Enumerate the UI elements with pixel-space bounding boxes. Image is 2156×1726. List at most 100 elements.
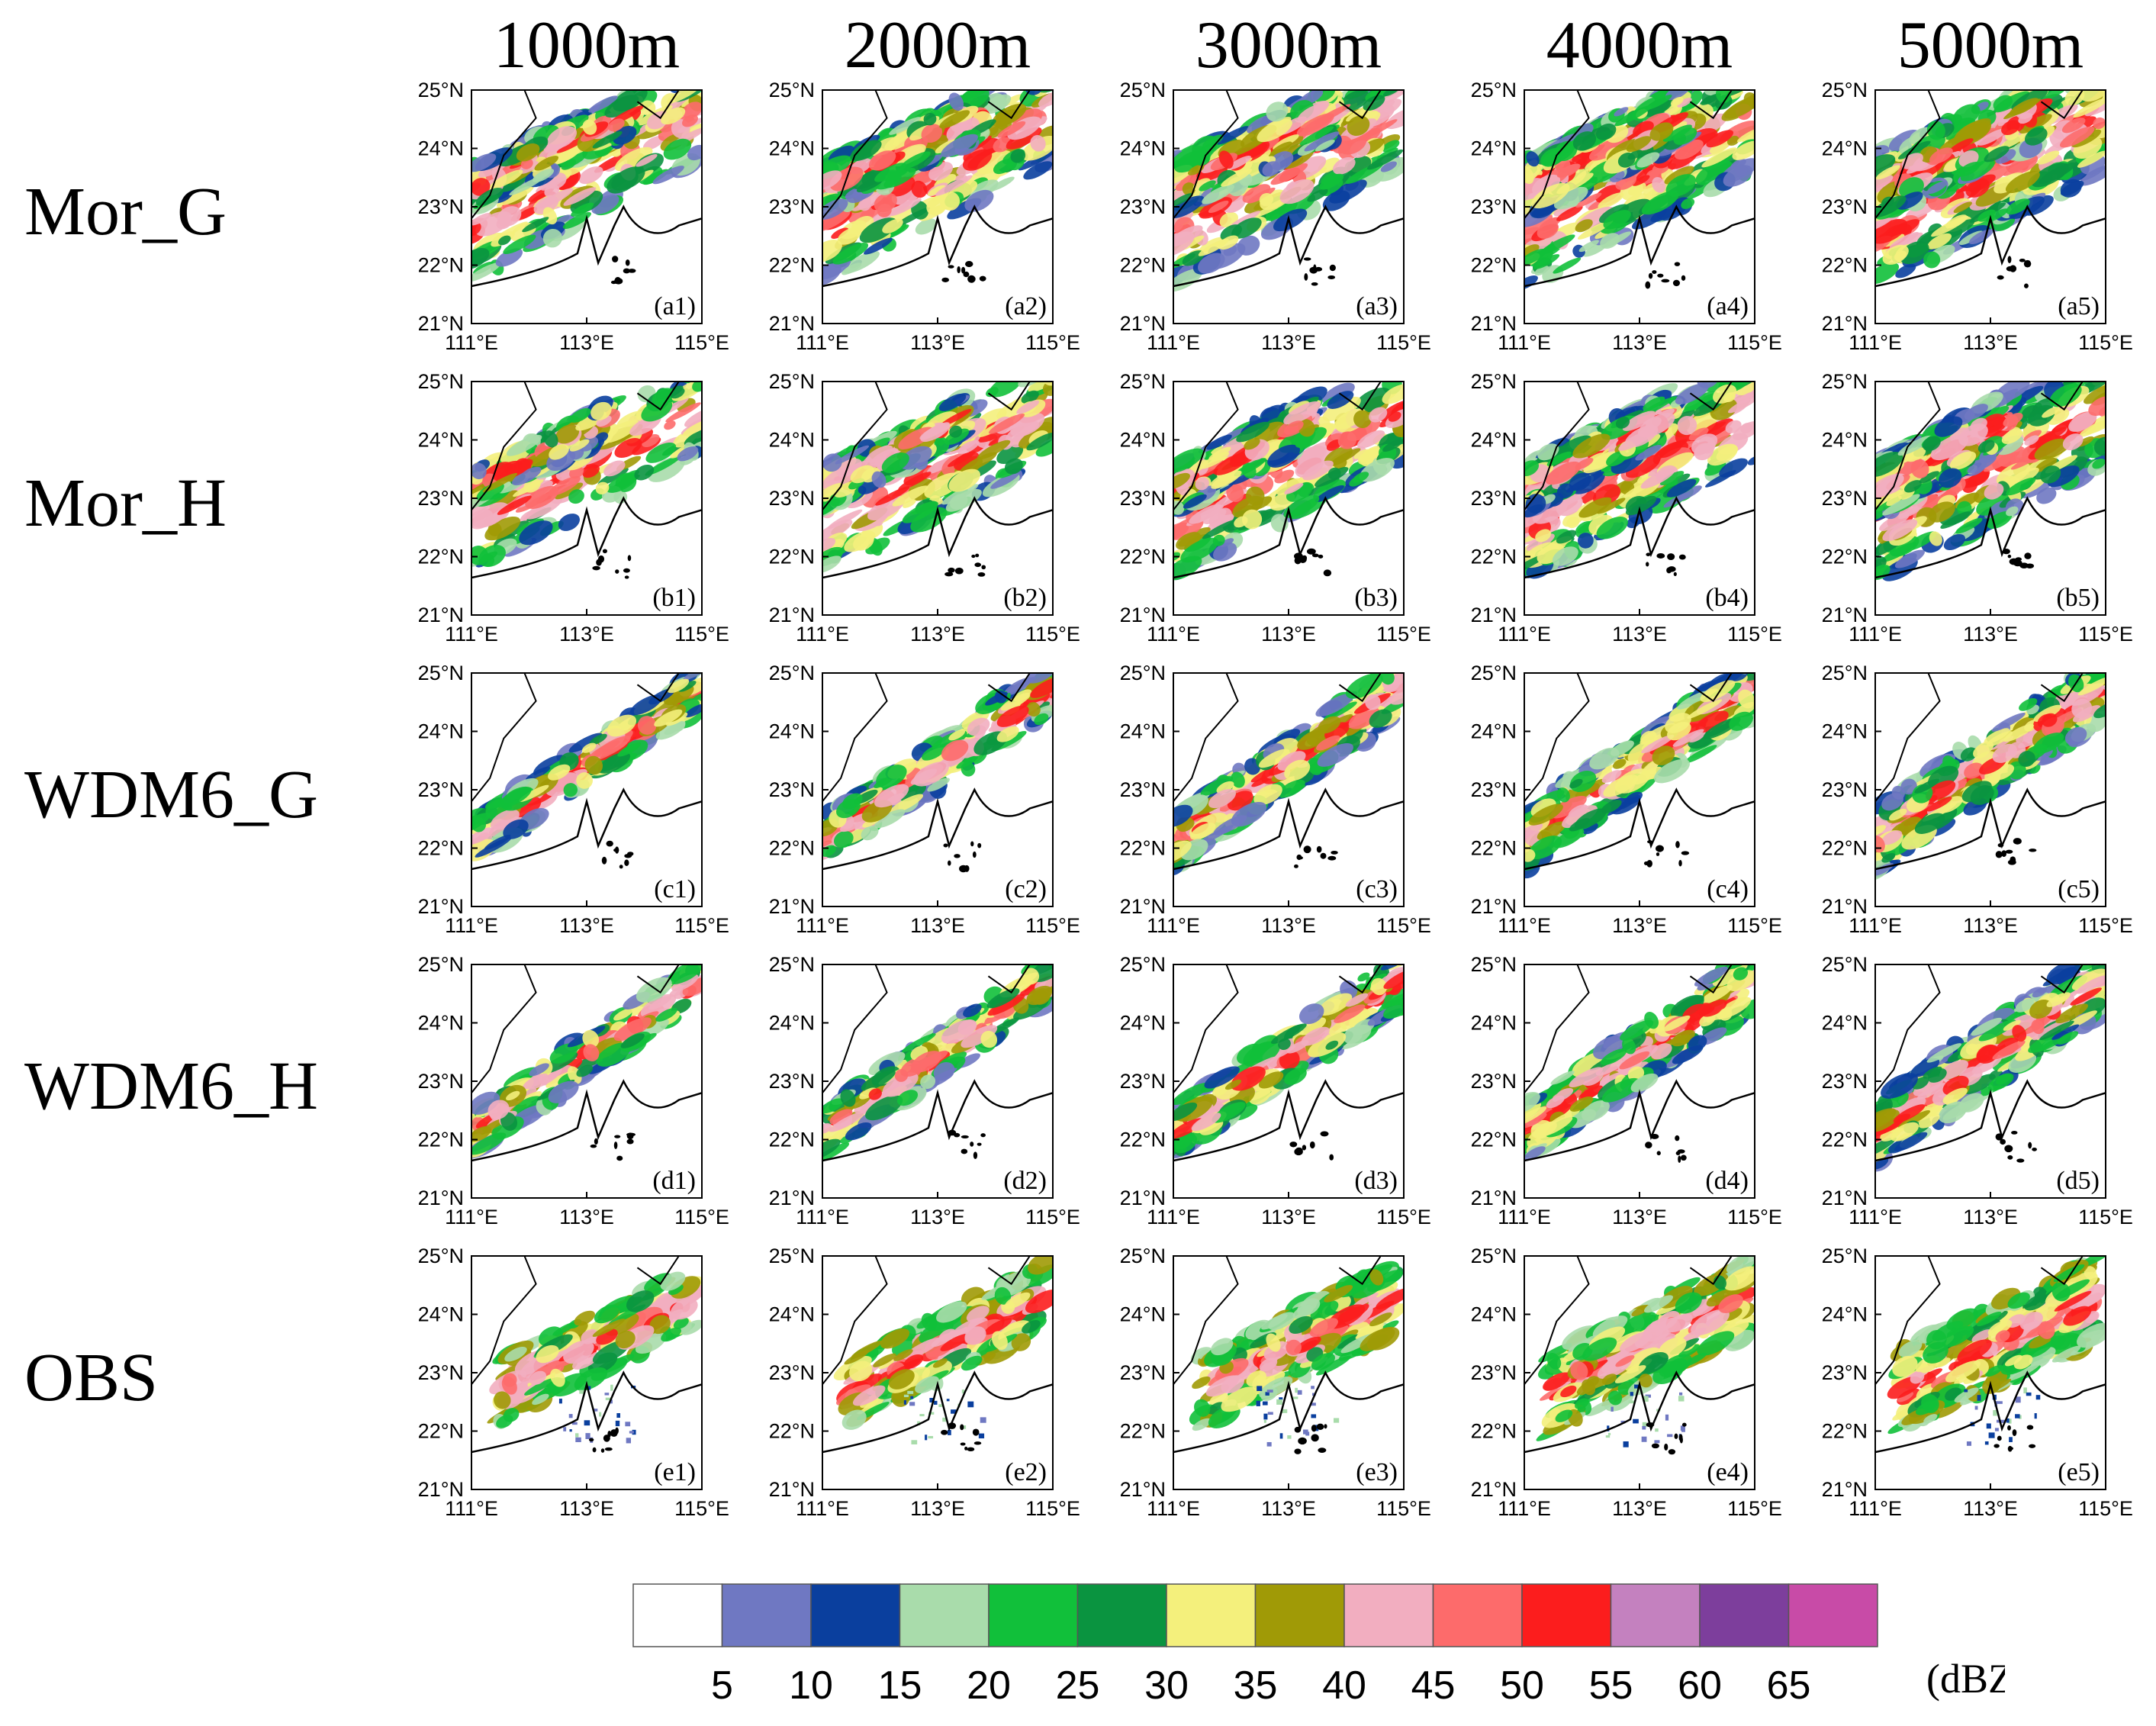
lat-tick-label: 22°N (769, 546, 815, 568)
lat-tick-label: 23°N (1120, 487, 1166, 510)
lat-tick-label: 25°N (1471, 370, 1517, 393)
panel-label: (c4) (1707, 875, 1749, 903)
lon-tick-label: 113°E (1261, 914, 1316, 937)
lat-tick-label: 21°N (769, 1187, 815, 1209)
lat-tick-label: 22°N (418, 1129, 464, 1151)
lat-tick-label: 22°N (418, 837, 464, 860)
lon-tick-label: 113°E (910, 1497, 965, 1520)
map-panel: 25°N 24°N 23°N 22°N 21°N 111°E 113°E 115°E (e1) (403, 1242, 732, 1533)
lat-tick-label: 23°N (1471, 778, 1517, 801)
map-panel: 25°N 24°N 23°N 22°N 21°N 111°E 113°E 115°E (b4) (1456, 368, 1785, 659)
map-panel: 25°N 24°N 23°N 22°N 21°N 111°E 113°E 115°E (a2) (754, 76, 1083, 367)
lat-tick-label: 24°N (418, 1303, 464, 1326)
reflectivity-field (471, 382, 702, 579)
lon-tick-label: 113°E (1963, 914, 2018, 937)
lat-tick-label: 21°N (1120, 1187, 1166, 1209)
lat-tick-label: 23°N (769, 487, 815, 510)
reflectivity-field (471, 1256, 702, 1454)
panel-label: (a5) (2058, 292, 2100, 320)
lon-tick-label: 115°E (2078, 331, 2133, 354)
lat-tick-label: 22°N (1471, 1420, 1517, 1443)
lat-tick-label: 21°N (1822, 1478, 1868, 1501)
reflectivity-field (822, 964, 1053, 1164)
lon-tick-label: 115°E (674, 623, 729, 646)
lat-tick-label: 24°N (1120, 720, 1166, 743)
lon-tick-label: 111°E (1498, 331, 1551, 354)
colorbar-swatch (1432, 1583, 1523, 1647)
lat-tick-label: 22°N (1120, 1129, 1166, 1151)
lat-tick-label: 22°N (1822, 1420, 1868, 1443)
lat-tick-label: 24°N (418, 137, 464, 160)
map-panel: 25°N 24°N 23°N 22°N 21°N 111°E 113°E 115°E (b5) (1807, 368, 2136, 659)
lat-tick-label: 22°N (769, 1420, 815, 1443)
lat-tick-label: 25°N (1822, 370, 1868, 393)
lat-tick-label: 22°N (1120, 1420, 1166, 1443)
map-panel: 25°N 24°N 23°N 22°N 21°N 111°E 113°E 115°E (e2) (754, 1242, 1083, 1533)
column-title: 2000m (844, 8, 1031, 82)
colorbar-label: 20 (967, 1663, 1011, 1708)
colorbar-swatch (1610, 1583, 1701, 1647)
panel-label: (e2) (1005, 1458, 1047, 1486)
map-panel: 25°N 24°N 23°N 22°N 21°N 111°E 113°E 115°E (b2) (754, 368, 1083, 659)
lat-tick-label: 21°N (418, 604, 464, 626)
lat-tick-label: 22°N (1822, 837, 1868, 860)
reflectivity-field (1524, 90, 1755, 290)
colorbar-swatch (988, 1583, 1079, 1647)
reflectivity-field (1875, 382, 2106, 581)
lat-tick-label: 24°N (769, 720, 815, 743)
lat-tick-label: 21°N (1471, 1478, 1517, 1501)
lon-tick-label: 113°E (910, 623, 965, 646)
panel-label: (a4) (1707, 292, 1749, 320)
lat-tick-label: 25°N (1822, 1245, 1868, 1267)
lon-tick-label: 111°E (1849, 914, 1902, 937)
lon-tick-label: 111°E (1147, 331, 1200, 354)
column-title: 5000m (1897, 8, 2084, 82)
lat-tick-label: 21°N (1822, 604, 1868, 626)
reflectivity-field (1875, 673, 2106, 882)
lat-tick-label: 23°N (769, 1361, 815, 1384)
panel-label: (a2) (1005, 292, 1047, 320)
map-panel: 25°N 24°N 23°N 22°N 21°N 111°E 113°E 115°E (c5) (1807, 659, 2136, 950)
lat-tick-label: 25°N (1120, 953, 1166, 976)
colorbar-label: 10 (789, 1663, 833, 1708)
lat-tick-label: 23°N (769, 195, 815, 218)
lat-tick-label: 23°N (769, 1070, 815, 1093)
lat-tick-label: 22°N (418, 254, 464, 277)
lat-tick-label: 23°N (1822, 1361, 1868, 1384)
lat-tick-label: 21°N (418, 895, 464, 918)
colorbar-label: 60 (1678, 1663, 1722, 1708)
lat-tick-label: 23°N (1822, 487, 1868, 510)
lat-tick-label: 25°N (769, 953, 815, 976)
lat-tick-label: 21°N (1471, 312, 1517, 335)
lon-tick-label: 111°E (1849, 1206, 1902, 1228)
lat-tick-label: 21°N (1120, 604, 1166, 626)
lon-tick-label: 113°E (1261, 331, 1316, 354)
lat-tick-label: 25°N (418, 662, 464, 684)
lat-tick-label: 25°N (1822, 662, 1868, 684)
reflectivity-field (822, 1256, 1053, 1454)
lat-tick-label: 21°N (418, 1478, 464, 1501)
column-title: 4000m (1546, 8, 1733, 82)
lon-tick-label: 115°E (674, 1206, 729, 1228)
lon-tick-label: 111°E (445, 331, 498, 354)
row-label: OBS (24, 1340, 159, 1415)
lon-tick-label: 113°E (559, 914, 614, 937)
colorbar-swatch (1699, 1583, 1790, 1647)
panel-label: (d2) (1003, 1167, 1047, 1195)
lat-tick-label: 23°N (418, 1361, 464, 1384)
lat-tick-label: 23°N (1822, 1070, 1868, 1093)
lon-tick-label: 111°E (1498, 914, 1551, 937)
row-label: Mor_H (24, 465, 227, 541)
lat-tick-label: 23°N (1471, 1070, 1517, 1093)
panel-label: (b3) (1354, 584, 1398, 612)
lat-tick-label: 24°N (418, 1012, 464, 1035)
map-panel: 25°N 24°N 23°N 22°N 21°N 111°E 113°E 115°E (c2) (754, 659, 1083, 950)
